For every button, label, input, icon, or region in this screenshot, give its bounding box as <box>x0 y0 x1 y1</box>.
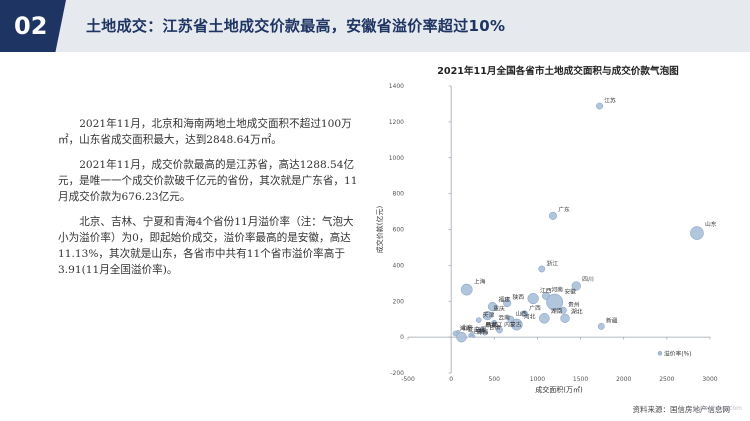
bubble-label: 贵州 <box>568 301 580 309</box>
bubble-point <box>487 301 498 312</box>
bubble-label: 广西 <box>529 304 541 312</box>
y-tick-label: 200 <box>393 298 405 305</box>
bubble-point <box>538 265 546 273</box>
bubble-point <box>539 313 550 324</box>
bubble-label: 吉林 <box>473 327 485 335</box>
bubble-label: 广东 <box>558 206 570 214</box>
y-axis-label: 成交价款(亿元) <box>375 206 384 254</box>
bubble-label: 上海 <box>474 277 486 285</box>
y-tick-label: 0 <box>400 334 404 341</box>
bubble-point <box>482 310 493 321</box>
chart-axes: -500 0 500 1000 1500 2000 2500 3000 -200 0 200 400 6… <box>389 83 718 383</box>
bubble-point <box>560 313 570 323</box>
y-tick-label: 1400 <box>389 83 404 90</box>
bubble-point <box>571 281 581 291</box>
bubble-label: 新疆 <box>606 317 618 325</box>
bubble-label: 江西 <box>540 288 552 295</box>
bubble-label: 四川 <box>582 276 594 283</box>
section-number: 02 <box>0 0 66 52</box>
bubble-label: 西藏 <box>486 321 498 329</box>
bubble-label: 浙江 <box>546 259 558 267</box>
bubble-point <box>597 322 605 330</box>
bubble-label: 陕西 <box>513 293 525 301</box>
x-axis-label: 成交面积(万㎡) <box>535 385 583 394</box>
bubble-point <box>527 292 539 305</box>
bubble-label: 宁夏 <box>475 325 487 333</box>
y-tick-label: 600 <box>393 227 405 234</box>
y-tick-label: 800 <box>393 191 405 198</box>
bubble-point <box>470 331 474 336</box>
bubble-point <box>471 334 476 339</box>
header-bar: 02 土地成交：江苏省土地成交价款最高，安徽省溢价率超过10% <box>0 0 750 52</box>
bubble-label: 云南 <box>498 314 510 322</box>
bubble-label: 青海 <box>477 328 489 336</box>
x-tick-label: 1500 <box>573 376 588 383</box>
chart-title: 2021年11月全国各省市土地成交面积与成交价款气泡图 <box>437 66 679 77</box>
bubble-label: 湖南 <box>551 307 563 315</box>
y-tick-label: 400 <box>393 262 405 269</box>
bubble-point <box>548 211 557 220</box>
x-tick-label: 0 <box>449 376 453 383</box>
bubble-label: 甘肃 <box>489 324 501 332</box>
x-tick-label: -500 <box>401 376 415 383</box>
bubble-label: 海南 <box>459 324 471 332</box>
bubble-label: 北京 <box>461 324 473 332</box>
y-tick-label: 1000 <box>389 155 404 162</box>
bubble-point <box>690 226 704 240</box>
bubble-point <box>496 326 503 334</box>
page-title: 土地成交：江苏省土地成交价款最高，安徽省溢价率超过10% <box>86 17 506 35</box>
bubble-point <box>460 283 473 296</box>
bubble-point <box>507 315 515 323</box>
bubble-label: 河北 <box>524 312 536 320</box>
bubble-point <box>546 293 564 311</box>
x-tick-label: 500 <box>489 376 501 383</box>
bubble-label: 黑龙江 <box>485 321 503 329</box>
bubble-chart: -500 0 500 1000 1500 2000 2500 3000 -200 0 200 400 6… <box>375 83 718 394</box>
chart-legend: 溢价率(%) <box>657 349 691 357</box>
x-tick-label: 3000 <box>702 376 717 383</box>
bubble-point <box>456 331 467 343</box>
bubble-label: 天津 <box>483 312 495 319</box>
bubble-point <box>503 299 512 308</box>
paragraph-area: 2021年11月，北京和海南两地土地成交面积不超过100万㎡，山东省成交面积最大… <box>58 118 352 146</box>
x-tick-label: 1000 <box>530 376 545 383</box>
bubble-label: 辽宁 <box>468 326 480 334</box>
bubble-point <box>491 319 498 326</box>
x-tick-label: 2500 <box>659 376 674 383</box>
bubble-point <box>510 318 523 331</box>
bubble-point <box>521 310 528 318</box>
bubble-label: 重庆 <box>493 305 505 313</box>
paragraph-premium: 北京、吉林、宁夏和青海4个省份11月溢价率（注：气泡大小为溢价率）为0，即起始价… <box>58 216 354 276</box>
chart-bubbles <box>452 102 704 343</box>
source-note: 资料来源：国信房地产信息网 <box>632 405 731 414</box>
bubble-point <box>475 317 482 323</box>
bubble-point <box>482 329 488 336</box>
bubble-label: 山东 <box>705 220 717 228</box>
legend-label: 溢价率(%) <box>664 349 691 357</box>
bubble-point <box>456 329 460 334</box>
legend-bubble-icon <box>657 351 663 356</box>
y-tick-label: 1200 <box>389 119 404 126</box>
y-tick-label: -200 <box>390 370 404 377</box>
paragraph-price: 2021年11月，成交价款最高的是江苏省，高达1288.54亿元，是唯一一个成交… <box>58 159 358 203</box>
bubble-point <box>559 306 567 314</box>
bubble-label: 内蒙古 <box>504 320 522 328</box>
bubble-label: 湖北 <box>571 307 583 315</box>
bubble-point <box>480 326 485 332</box>
x-tick-label: 2000 <box>616 376 631 383</box>
bubble-point <box>596 102 603 110</box>
bubble-label: 福建 <box>498 296 510 304</box>
bubble-label: 河南 <box>551 286 563 294</box>
bubble-label: 山西 <box>515 310 527 318</box>
watermark-url: www.chyxx.com <box>693 405 742 412</box>
bubble-label: 安徽 <box>564 287 576 295</box>
bubble-label: 江苏 <box>604 96 616 104</box>
